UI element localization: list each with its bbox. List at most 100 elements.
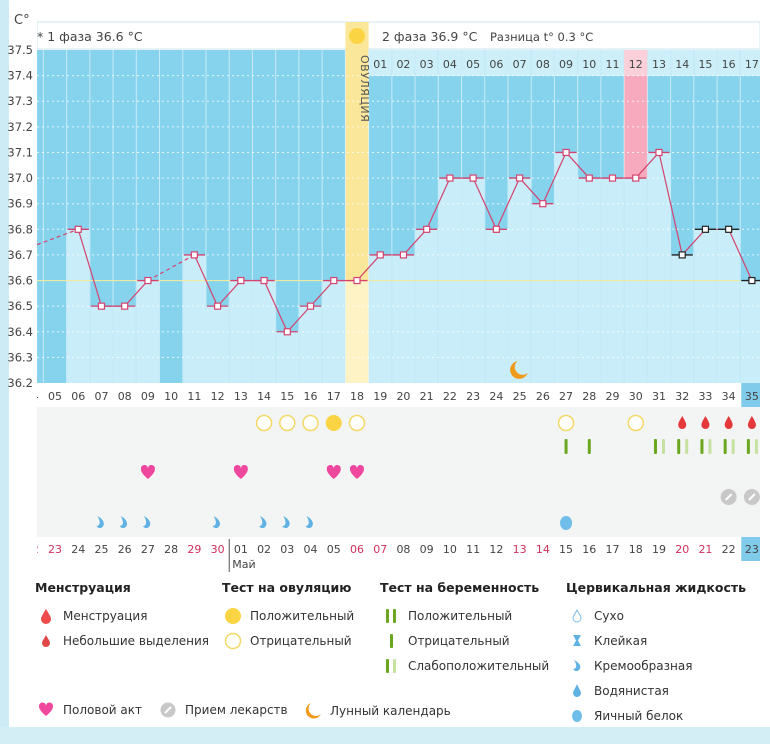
date-label: 23 [745, 543, 759, 556]
line-segment [495, 177, 521, 230]
date-label: 26 [118, 543, 132, 556]
legend-label: Клейкая [594, 633, 648, 648]
date-label: 29 [187, 543, 201, 556]
temperature-point [260, 276, 268, 285]
date-label: 18 [629, 543, 643, 556]
luteal-day-label: 10 [582, 58, 596, 71]
cycle-day-label: 13 [234, 390, 248, 403]
date-label: 25 [94, 543, 108, 556]
cycle-day-label: 24 [489, 390, 503, 403]
temperature-bar [647, 152, 671, 383]
luteal-day-cell [624, 50, 647, 76]
cycle-day-label: 06 [71, 390, 85, 403]
y-tick-label: 36.9 [7, 197, 33, 211]
heart-icon [35, 702, 57, 717]
heart-icon [349, 464, 365, 479]
luteal-day-cell [508, 50, 531, 76]
temperature-point [376, 251, 384, 259]
cervical-creamy-icon [119, 516, 128, 529]
legend-ovulation-test: Тест на овуляцию Положительный Отрицател… [222, 575, 354, 653]
pregnancy-test-weak-icon [746, 439, 750, 454]
luteal-day-cell [415, 50, 438, 76]
temperature-point [353, 276, 361, 285]
pregnancy-test-negative-icon [587, 439, 591, 454]
legend-title: Тест на овуляцию [222, 580, 352, 595]
cycle-day-label: 18 [350, 390, 364, 403]
date-label: 22 [25, 543, 39, 556]
cervical-creamy-icon [96, 516, 104, 529]
egg-white-icon [566, 708, 588, 723]
pill-stripe [748, 493, 756, 501]
moon-icon [510, 361, 528, 379]
luteal-day-label: 14 [675, 58, 689, 71]
temperature-point [585, 174, 593, 182]
cycle-day-label: 17 [327, 390, 341, 403]
temperature-point [399, 251, 408, 259]
y-tick-label: 36.6 [7, 274, 33, 288]
line-segment [542, 152, 567, 204]
temperature-point [121, 302, 129, 310]
pregnancy-test-weak-icon [700, 439, 704, 454]
small-drop-icon [35, 634, 57, 647]
ovulation-label: ОВУЛЯЦИЯ [358, 55, 371, 122]
temperature-point [515, 174, 524, 182]
legend-title: Менструация [35, 580, 131, 595]
y-tick-label: 37.4 [7, 69, 33, 83]
legend-menstruation: Менструация Менструация Небольшие выделе… [35, 575, 209, 653]
cycle-day-label: 27 [559, 390, 573, 403]
date-label: 21 [698, 543, 712, 556]
spotting-drop-icon [724, 416, 733, 429]
highlight-column [624, 50, 648, 179]
luteal-day-cell [671, 50, 694, 76]
line-segment [217, 280, 242, 307]
line-segment [658, 152, 683, 256]
legend-medication: Прием лекарств [157, 702, 288, 718]
ovulation-test-negative-icon [255, 414, 273, 432]
temperature-point [237, 276, 245, 285]
phase1-label: * 1 фаза 36.6 °C [37, 29, 143, 44]
y-tick-label: 37.5 [7, 43, 33, 57]
line-segment [193, 254, 219, 307]
luteal-day-label: 17 [745, 58, 759, 71]
legend-label: Половой акт [63, 702, 142, 717]
ovulation-test-negative-icon [302, 414, 319, 432]
temperature-point [97, 302, 106, 310]
temperature-point [469, 174, 477, 182]
luteal-day-cell [392, 50, 415, 76]
temperature-bar [90, 306, 113, 383]
luteal-day-label: 04 [443, 58, 457, 71]
cycle-day-row [37, 383, 760, 407]
temperature-bar [229, 280, 252, 383]
pregnancy-test-negative-icon [564, 439, 568, 454]
temperature-point [144, 276, 152, 285]
cervical-creamy-icon [259, 516, 267, 529]
phase-header [37, 21, 760, 50]
luteal-day-cell [554, 50, 578, 76]
cycle-day-label: 33 [698, 390, 712, 403]
line-segment [635, 152, 660, 179]
date-label: 23 [48, 543, 62, 556]
legend: Менструация Менструация Небольшие выделе… [0, 575, 770, 725]
temperature-bar [531, 203, 554, 383]
ovulation-test-negative-icon [279, 414, 296, 432]
line-segment [728, 229, 753, 281]
dashed-segment [37, 228, 79, 246]
filled-circle-icon [222, 607, 244, 625]
single-bar-icon [380, 633, 402, 649]
temperature-bar [415, 229, 438, 383]
legend-cervical: Цервикальная жидкость Сухо Клейкая Кремо… [566, 575, 746, 728]
heart-icon [140, 464, 155, 479]
luteal-day-label: 11 [606, 58, 620, 71]
legend-label: Слабоположительный [408, 658, 550, 673]
cycle-day-label: 34 [722, 390, 736, 403]
markers-panel [37, 383, 760, 563]
cycle-day-label: 30 [629, 390, 643, 403]
luteal-day-cell [578, 50, 601, 76]
y-tick-label: 36.8 [7, 222, 33, 236]
month-label: Май [232, 558, 255, 571]
date-label: 27 [141, 543, 155, 556]
current-date-cell [741, 537, 760, 561]
luteal-day-cell [531, 50, 554, 76]
pregnancy-test-weak-icon [723, 439, 727, 454]
luteal-day-label: 05 [466, 58, 480, 71]
